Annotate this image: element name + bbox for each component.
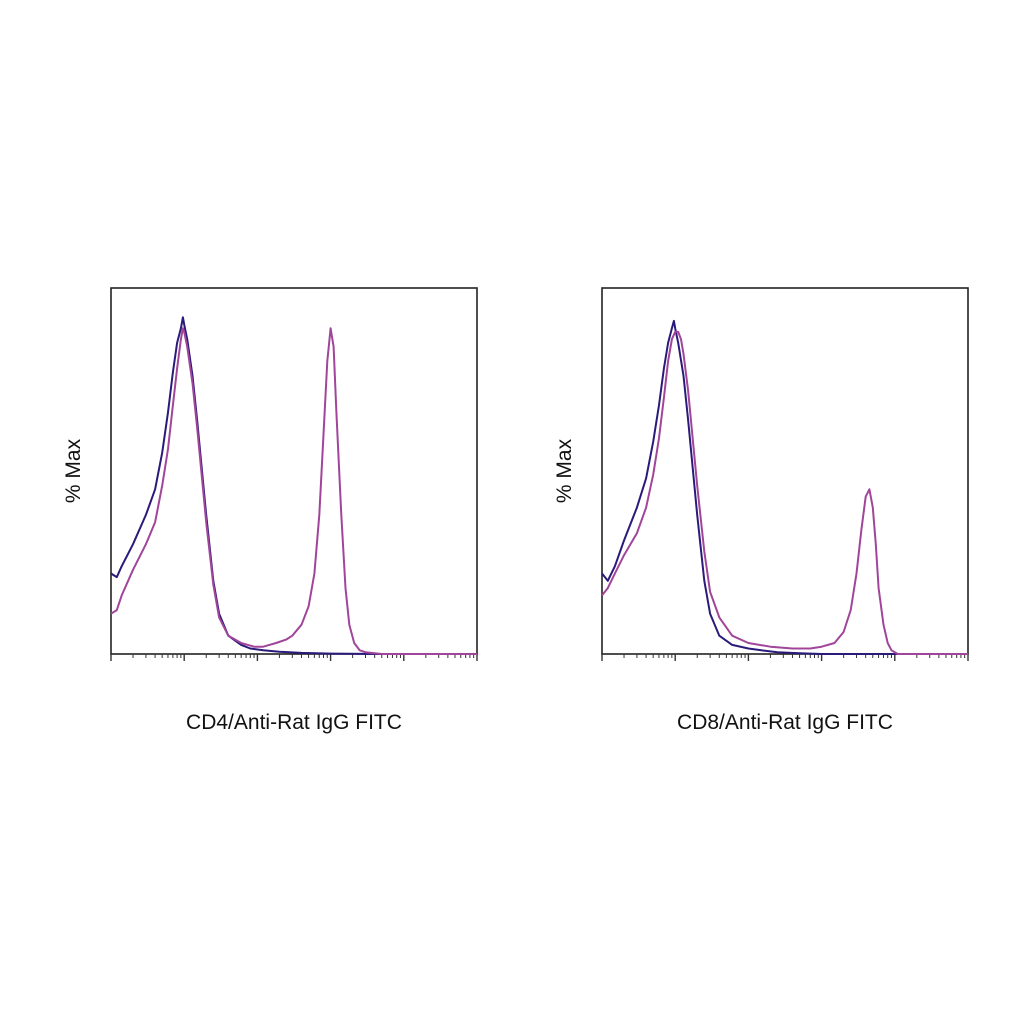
- histogram-curves: [110, 316, 477, 655]
- histogram-curves: [601, 319, 968, 655]
- x-axis-ticks: [110, 654, 478, 661]
- histogram-series-2: [110, 327, 477, 655]
- plot-frame: [110, 287, 478, 655]
- x-axis-label: CD4/Anti-Rat IgG FITC: [186, 711, 402, 734]
- histogram-panel-cd4: % Max CD4/Anti-Rat IgG FITC: [62, 287, 478, 734]
- y-axis-label: % Max: [62, 438, 85, 503]
- y-axis-label: % Max: [553, 438, 576, 503]
- histogram-panel-cd8: % Max CD8/Anti-Rat IgG FITC: [553, 287, 969, 734]
- histogram-series-1: [110, 316, 477, 655]
- histogram-series-2: [601, 330, 968, 655]
- plot-frame: [601, 287, 969, 655]
- x-axis-ticks: [601, 654, 969, 661]
- x-axis-label: CD8/Anti-Rat IgG FITC: [677, 711, 893, 734]
- histogram-series-1: [601, 319, 968, 655]
